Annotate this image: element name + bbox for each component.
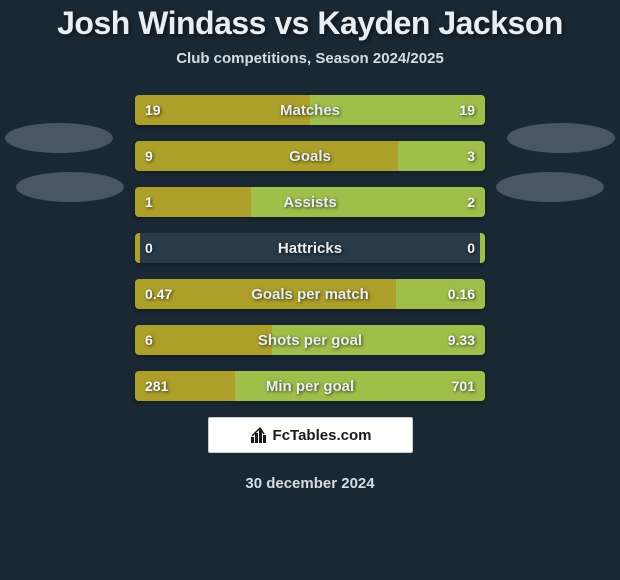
stat-row: 12Assists — [135, 187, 485, 217]
stat-label: Matches — [135, 95, 485, 125]
stat-row: 93Goals — [135, 141, 485, 171]
stat-row: 0.470.16Goals per match — [135, 279, 485, 309]
stat-label: Assists — [135, 187, 485, 217]
player-left-name: Josh Windass — [57, 5, 266, 41]
stat-label: Shots per goal — [135, 325, 485, 355]
stat-label: Min per goal — [135, 371, 485, 401]
stat-row: 00Hattricks — [135, 233, 485, 263]
subtitle: Club competitions, Season 2024/2025 — [0, 50, 620, 67]
stat-row: 281701Min per goal — [135, 371, 485, 401]
page-title: Josh Windass vs Kayden Jackson — [0, 5, 620, 42]
vs-label: vs — [274, 5, 309, 41]
decor-ellipse-bottom-left — [16, 172, 124, 202]
stat-label: Goals per match — [135, 279, 485, 309]
stat-label: Goals — [135, 141, 485, 171]
stat-label: Hattricks — [135, 233, 485, 263]
bars-icon — [249, 425, 269, 445]
date-line: 30 december 2024 — [0, 475, 620, 492]
stats-rows: 1919Matches 93Goals 12Assists 00Hattricks 0.… — [135, 95, 485, 401]
player-right-name: Kayden Jackson — [317, 5, 563, 41]
brand-text: FcTables.com — [273, 427, 372, 444]
decor-ellipse-top-left — [5, 123, 113, 153]
decor-ellipse-bottom-right — [496, 172, 604, 202]
comparison-container: Josh Windass vs Kayden Jackson Club comp… — [0, 0, 620, 580]
stat-row: 1919Matches — [135, 95, 485, 125]
brand-box[interactable]: FcTables.com — [208, 417, 413, 453]
decor-ellipse-top-right — [507, 123, 615, 153]
stat-row: 69.33Shots per goal — [135, 325, 485, 355]
